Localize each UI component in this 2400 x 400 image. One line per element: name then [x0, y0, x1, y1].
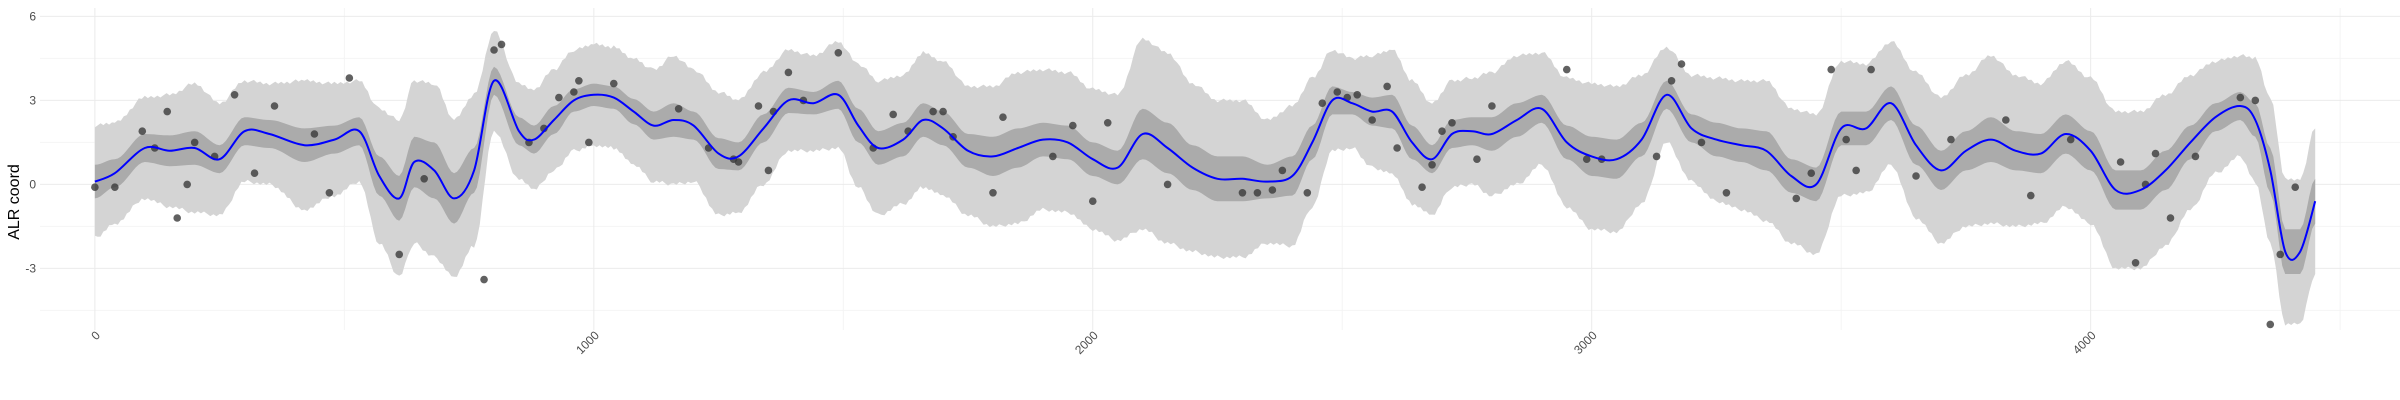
- data-point: [939, 107, 947, 116]
- data-point: [2026, 191, 2035, 200]
- data-point: [2066, 135, 2075, 144]
- data-point: [395, 250, 404, 259]
- data-point: [1418, 183, 1426, 191]
- data-point: [2116, 158, 2125, 166]
- data-point: [1652, 152, 1661, 161]
- data-point: [1842, 135, 1850, 144]
- data-point: [420, 175, 428, 183]
- data-point: [1807, 169, 1816, 177]
- data-point: [1103, 119, 1112, 127]
- data-point: [764, 166, 773, 175]
- data-point: [1912, 172, 1920, 180]
- data-point: [570, 88, 578, 96]
- data-point: [2191, 152, 2200, 161]
- data-point: [1677, 60, 1686, 68]
- data-point: [1253, 189, 1262, 197]
- data-point: [325, 189, 334, 197]
- data-point: [91, 183, 99, 191]
- data-point: [1438, 127, 1446, 135]
- data-point: [1049, 152, 1057, 161]
- data-point: [1947, 135, 1955, 144]
- data-point: [2166, 214, 2175, 222]
- data-point: [1792, 194, 1801, 203]
- data-point: [1333, 88, 1342, 96]
- data-point: [163, 107, 172, 116]
- data-point: [490, 46, 498, 54]
- data-point: [2236, 93, 2245, 102]
- data-point: [1697, 138, 1706, 147]
- data-point: [1867, 65, 1875, 74]
- data-point: [1473, 155, 1481, 163]
- data-point: [497, 40, 506, 49]
- smoothed-fit-line: [94, 79, 2317, 261]
- data-point: [2266, 320, 2275, 329]
- data-point: [183, 180, 191, 189]
- data-point: [190, 138, 199, 147]
- data-point: [1582, 155, 1591, 163]
- y-tick-label: 3: [29, 93, 36, 107]
- data-point: [250, 169, 259, 177]
- data-point: [1488, 102, 1496, 110]
- data-point: [270, 102, 279, 110]
- data-point: [2151, 149, 2160, 158]
- data-point: [1318, 99, 1327, 107]
- data-point: [1238, 189, 1247, 197]
- data-point: [1069, 121, 1077, 130]
- data-point: [1383, 82, 1391, 91]
- data-point: [1353, 91, 1362, 99]
- data-point: [310, 130, 319, 138]
- data-point: [929, 107, 937, 116]
- data-point: [2131, 259, 2140, 267]
- data-point: [889, 110, 897, 119]
- data-point: [754, 102, 763, 110]
- data-point: [585, 138, 593, 147]
- y-tick-label: 6: [29, 9, 36, 23]
- data-point: [734, 158, 743, 166]
- y-axis-ticks: -3 0 3 6: [25, 9, 36, 275]
- data-point: [111, 183, 119, 191]
- data-point: [1393, 144, 1401, 152]
- y-tick-label: -3: [25, 261, 36, 275]
- data-point: [1448, 119, 1456, 127]
- data-point: [1562, 65, 1571, 74]
- data-point: [1368, 116, 1376, 124]
- data-point: [1303, 189, 1312, 197]
- data-point: [989, 189, 997, 197]
- data-point: [555, 93, 563, 102]
- data-point: [2251, 96, 2260, 105]
- data-point: [999, 113, 1007, 121]
- data-point: [784, 68, 793, 77]
- data-point: [1667, 77, 1676, 85]
- y-tick-label: 0: [29, 177, 36, 191]
- data-point: [138, 127, 147, 135]
- data-point: [674, 105, 683, 113]
- data-point: [575, 77, 583, 85]
- inner-confidence-band: [94, 66, 2316, 274]
- data-point: [1827, 65, 1836, 74]
- data-point: [2291, 183, 2300, 191]
- data-point: [834, 49, 843, 57]
- observed-points: [91, 40, 2300, 329]
- y-axis-title: ALR coord: [6, 164, 23, 240]
- data-point: [1268, 186, 1277, 194]
- data-point: [1278, 166, 1287, 175]
- data-point: [1852, 166, 1860, 175]
- data-point: [1163, 180, 1172, 189]
- data-point: [609, 79, 618, 88]
- data-point: [1722, 189, 1731, 197]
- data-point: [2002, 116, 2010, 124]
- data-point: [2276, 250, 2285, 259]
- data-point: [230, 91, 239, 99]
- data-point: [1088, 197, 1097, 205]
- data-point: [1428, 161, 1436, 169]
- data-point: [480, 275, 488, 284]
- data-point: [173, 214, 182, 222]
- data-point: [345, 74, 354, 82]
